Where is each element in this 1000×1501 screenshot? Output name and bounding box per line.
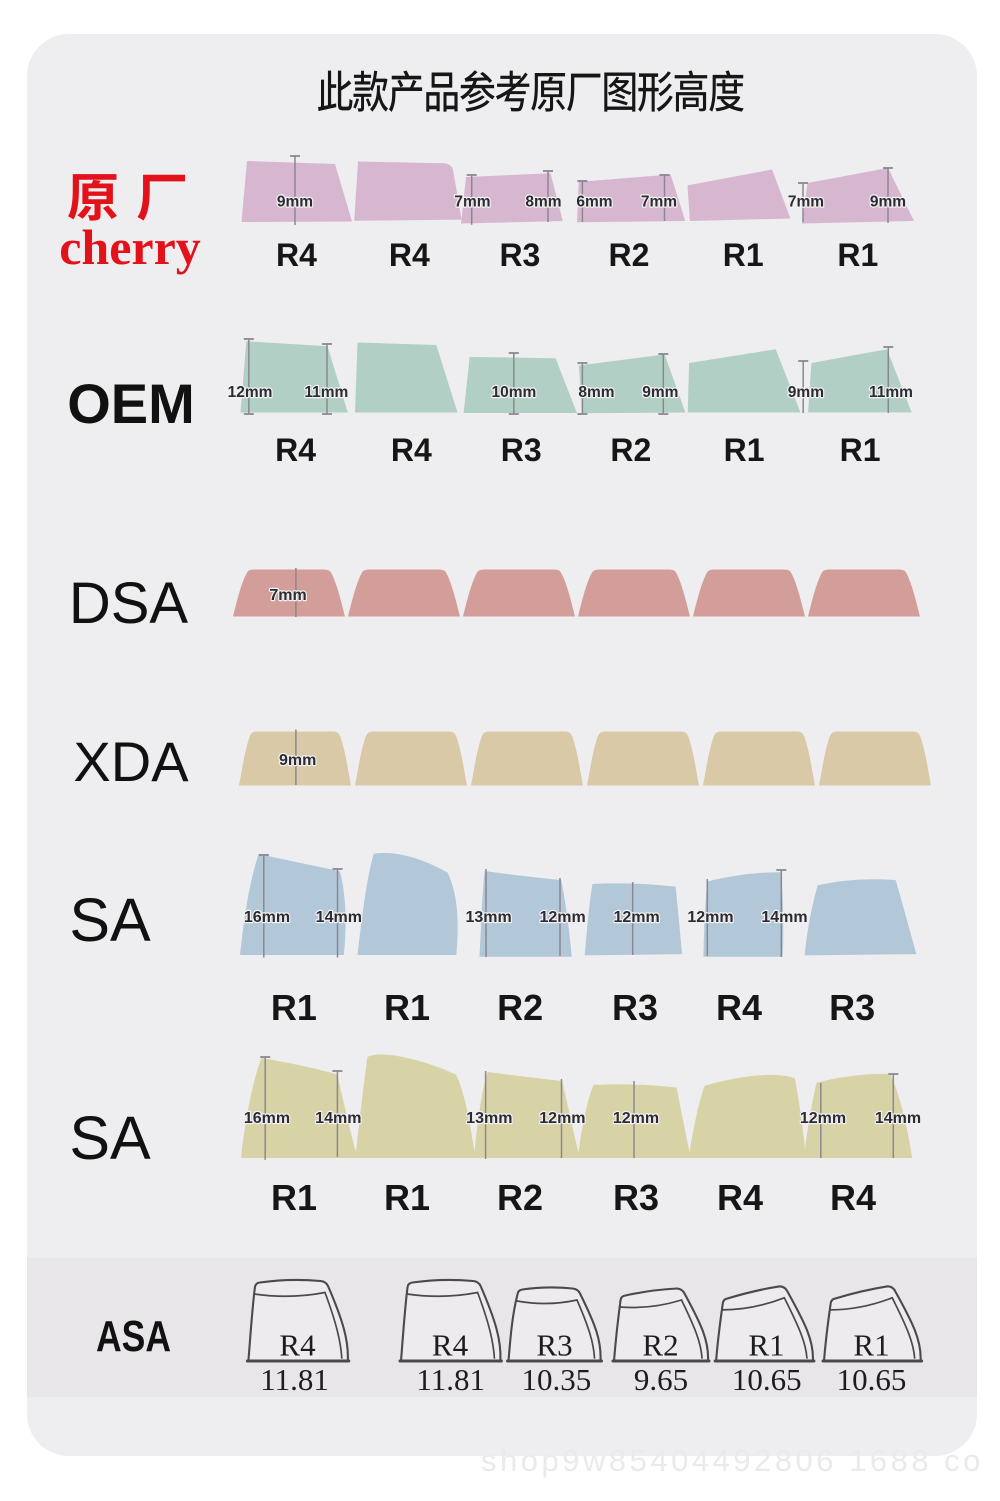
svg-text:R4: R4 [717,1177,763,1218]
svg-text:9mm: 9mm [279,752,316,769]
svg-text:11mm: 11mm [304,384,348,401]
svg-text:R4: R4 [432,1328,469,1363]
svg-text:DSA: DSA [69,571,189,636]
svg-text:16mm: 16mm [244,1110,290,1127]
svg-text:R1: R1 [853,1328,889,1363]
svg-text:R2: R2 [609,237,650,273]
svg-text:R3: R3 [501,432,542,468]
svg-text:9mm: 9mm [642,384,678,401]
svg-text:ASA: ASA [96,1312,171,1361]
svg-text:R3: R3 [499,237,540,273]
svg-text:14mm: 14mm [875,1110,921,1127]
svg-text:12mm: 12mm [228,384,273,401]
svg-text:R4: R4 [276,237,317,273]
svg-text:R2: R2 [610,432,651,468]
svg-text:R1: R1 [384,987,430,1028]
svg-text:8mm: 8mm [578,384,614,401]
svg-text:R1: R1 [837,237,878,273]
svg-text:12mm: 12mm [800,1110,846,1127]
svg-text:R3: R3 [613,1177,659,1218]
svg-text:R4: R4 [275,432,316,468]
svg-text:R2: R2 [642,1328,678,1363]
svg-text:R1: R1 [723,237,764,273]
svg-text:R1: R1 [748,1328,784,1363]
svg-text:R2: R2 [497,987,543,1028]
svg-text:10.65: 10.65 [837,1362,907,1397]
svg-text:14mm: 14mm [316,909,362,926]
svg-text:R1: R1 [271,987,317,1028]
svg-text:12mm: 12mm [613,909,659,926]
svg-text:R3: R3 [829,987,875,1028]
svg-text:9.65: 9.65 [634,1362,688,1397]
svg-text:10mm: 10mm [491,384,536,401]
svg-text:7mm: 7mm [788,194,824,211]
svg-text:SA: SA [69,1104,151,1172]
svg-text:11.81: 11.81 [416,1362,485,1397]
svg-text:11.81: 11.81 [260,1362,329,1397]
svg-text:R4: R4 [716,987,762,1028]
svg-text:12mm: 12mm [539,1110,585,1127]
svg-text:16mm: 16mm [244,909,290,926]
svg-text:13mm: 13mm [465,909,511,926]
svg-text:R4: R4 [279,1328,316,1363]
svg-text:shop9w85404492806 1688 co: shop9w85404492806 1688 co [481,1443,984,1478]
svg-text:14mm: 14mm [315,1110,361,1127]
svg-text:7mm: 7mm [641,194,677,211]
svg-text:10.65: 10.65 [732,1362,802,1397]
svg-text:R2: R2 [497,1177,543,1218]
svg-text:9mm: 9mm [788,384,824,401]
svg-text:13mm: 13mm [466,1110,512,1127]
svg-text:7mm: 7mm [269,587,306,604]
svg-text:R1: R1 [271,1177,317,1218]
svg-text:R4: R4 [830,1177,876,1218]
svg-text:R3: R3 [536,1328,572,1363]
svg-text:11mm: 11mm [869,384,913,401]
svg-text:12mm: 12mm [613,1110,659,1127]
svg-text:8mm: 8mm [525,194,561,211]
svg-text:14mm: 14mm [761,909,807,926]
svg-text:R3: R3 [612,987,658,1028]
svg-text:9mm: 9mm [277,194,313,211]
svg-text:XDA: XDA [73,730,189,793]
svg-text:9mm: 9mm [870,194,906,211]
svg-text:SA: SA [69,886,151,954]
svg-text:R1: R1 [384,1177,430,1218]
svg-text:R1: R1 [840,432,881,468]
svg-text:R4: R4 [391,432,432,468]
svg-text:R4: R4 [389,237,430,273]
svg-text:12mm: 12mm [539,909,585,926]
svg-text:6mm: 6mm [576,194,612,211]
svg-text:7mm: 7mm [454,194,490,211]
svg-text:12mm: 12mm [687,909,733,926]
svg-text:10.35: 10.35 [522,1362,592,1397]
svg-text:R1: R1 [724,432,765,468]
svg-text:OEM: OEM [67,372,195,435]
svg-text:cherry: cherry [59,219,201,275]
